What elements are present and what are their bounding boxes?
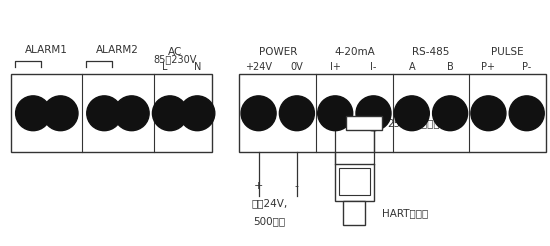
Text: 直流24V,: 直流24V, — [251, 198, 288, 208]
Text: +: + — [254, 181, 263, 191]
Ellipse shape — [180, 96, 215, 131]
Ellipse shape — [318, 96, 353, 131]
Text: 85～230V: 85～230V — [153, 55, 197, 65]
Text: POWER: POWER — [258, 47, 297, 57]
Ellipse shape — [356, 96, 391, 131]
Bar — [11, 74, 212, 152]
Bar — [239, 74, 546, 152]
Text: P-: P- — [522, 62, 531, 72]
Text: 250Ω采样电阻: 250Ω采样电阻 — [387, 118, 440, 128]
Text: ALARM2: ALARM2 — [96, 45, 139, 55]
Ellipse shape — [433, 96, 468, 131]
Ellipse shape — [43, 96, 78, 131]
Bar — [346, 116, 382, 130]
Ellipse shape — [279, 96, 315, 131]
Text: AC: AC — [168, 47, 183, 57]
Text: I+: I+ — [330, 62, 340, 72]
Text: I-: I- — [370, 62, 377, 72]
Ellipse shape — [241, 96, 276, 131]
Text: RS-485: RS-485 — [412, 47, 450, 57]
Bar — [339, 168, 370, 195]
Text: PULSE: PULSE — [491, 47, 524, 57]
Text: 0V: 0V — [290, 62, 303, 72]
Ellipse shape — [15, 96, 51, 131]
Text: +24V: +24V — [245, 62, 272, 72]
Ellipse shape — [394, 96, 430, 131]
Ellipse shape — [152, 96, 188, 131]
Text: P+: P+ — [481, 62, 496, 72]
Text: HART手操器: HART手操器 — [382, 208, 428, 218]
Text: L: L — [162, 62, 167, 72]
Text: N: N — [194, 62, 201, 72]
Ellipse shape — [471, 96, 506, 131]
Text: -: - — [295, 181, 299, 191]
Bar — [343, 201, 365, 225]
Text: ALARM1: ALARM1 — [25, 45, 68, 55]
Text: 500毫安: 500毫安 — [254, 217, 285, 227]
Text: A: A — [409, 62, 415, 72]
Ellipse shape — [509, 96, 544, 131]
Ellipse shape — [87, 96, 122, 131]
Ellipse shape — [114, 96, 149, 131]
Text: B: B — [447, 62, 454, 72]
Bar — [335, 164, 373, 201]
Text: 4-20mA: 4-20mA — [334, 47, 375, 57]
